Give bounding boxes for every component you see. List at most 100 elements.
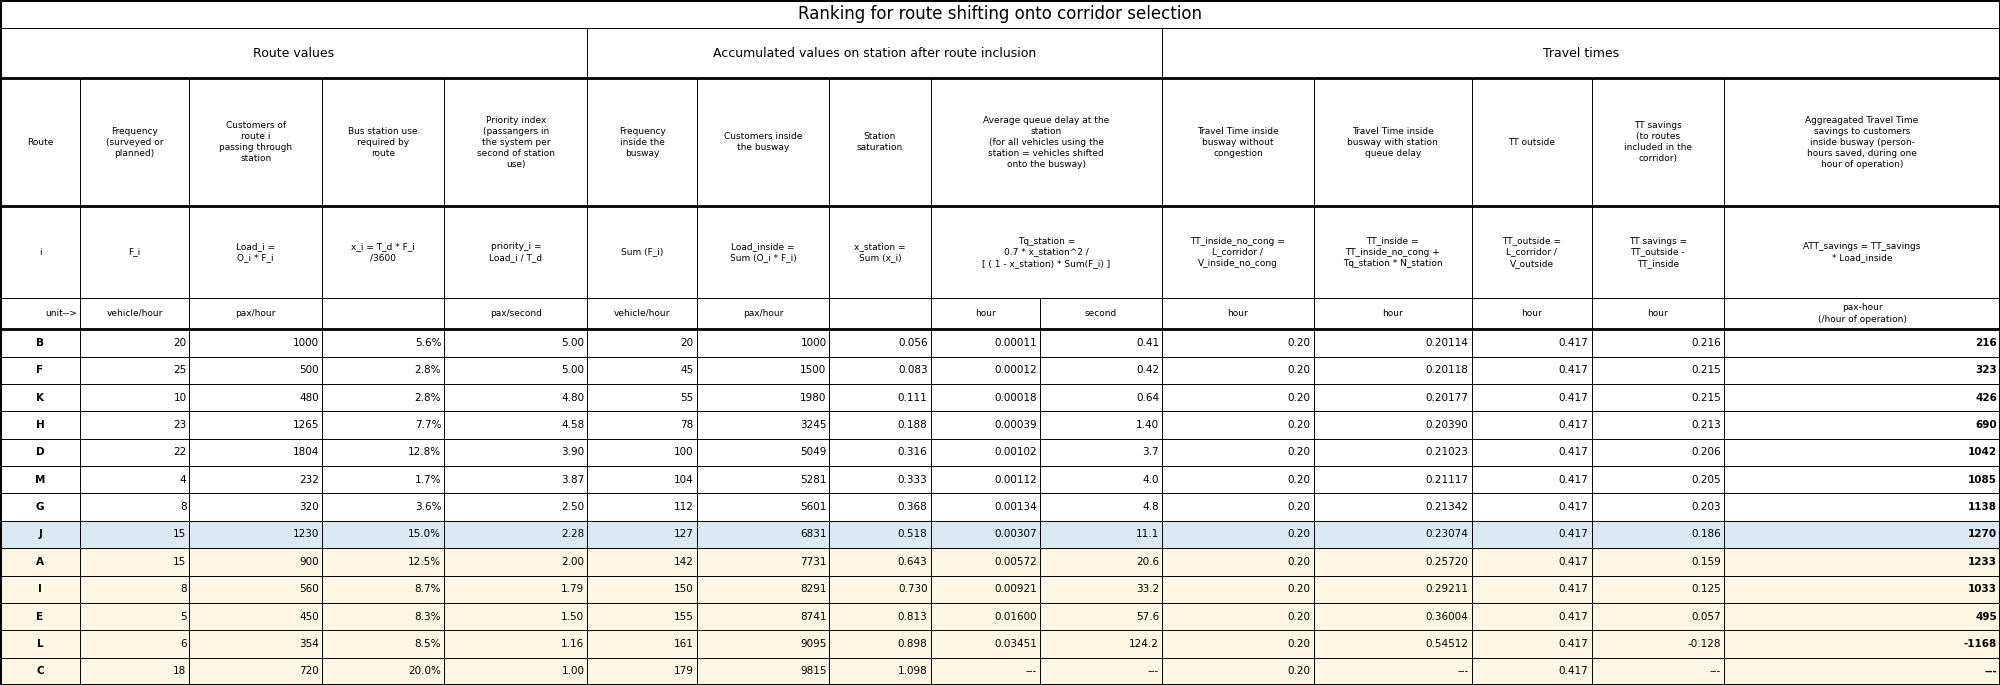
Bar <box>830 438 930 466</box>
Text: 0.21023: 0.21023 <box>1426 447 1468 458</box>
Bar <box>696 329 830 357</box>
Bar <box>0 658 80 685</box>
Text: 0.00018: 0.00018 <box>994 393 1036 403</box>
Text: 0.29211: 0.29211 <box>1426 584 1468 594</box>
Bar <box>1314 630 1472 658</box>
Bar <box>1472 411 1592 438</box>
Text: 0.20: 0.20 <box>1288 365 1310 375</box>
Bar <box>190 575 322 603</box>
Bar <box>830 384 930 411</box>
Bar <box>696 575 830 603</box>
Text: 5.6%: 5.6% <box>414 338 442 348</box>
Bar <box>830 329 930 357</box>
Text: F: F <box>36 365 44 375</box>
Text: TT_inside =
TT_inside_no_cong +
Tq_station * N_station: TT_inside = TT_inside_no_cong + Tq_stati… <box>1342 236 1442 268</box>
Bar <box>190 78 322 206</box>
Text: 1804: 1804 <box>292 447 320 458</box>
Text: 0.00102: 0.00102 <box>994 447 1036 458</box>
Bar <box>1040 357 1162 384</box>
Text: 0.417: 0.417 <box>1558 502 1588 512</box>
Text: 0.20: 0.20 <box>1288 475 1310 485</box>
Text: 0.417: 0.417 <box>1558 584 1588 594</box>
Bar <box>1724 521 2000 548</box>
Text: 4.8: 4.8 <box>1142 502 1160 512</box>
Bar <box>190 329 322 357</box>
Bar <box>322 438 444 466</box>
Text: 1.00: 1.00 <box>562 667 584 676</box>
Text: hour: hour <box>1648 309 1668 318</box>
Text: hour: hour <box>974 309 996 318</box>
Text: ---: --- <box>1148 667 1160 676</box>
Text: 0.417: 0.417 <box>1558 667 1588 676</box>
Text: G: G <box>36 502 44 512</box>
Bar <box>1472 298 1592 329</box>
Text: second: second <box>1084 309 1118 318</box>
Bar <box>696 357 830 384</box>
Bar <box>696 630 830 658</box>
Text: 1270: 1270 <box>1968 530 1996 540</box>
Bar <box>322 78 444 206</box>
Bar <box>0 603 80 630</box>
Bar <box>930 78 1162 206</box>
Bar <box>930 384 1040 411</box>
Text: 20.0%: 20.0% <box>408 667 442 676</box>
Bar <box>588 206 696 298</box>
Bar <box>190 411 322 438</box>
Text: 0.20: 0.20 <box>1288 420 1310 430</box>
Text: 0.00307: 0.00307 <box>994 530 1036 540</box>
Bar <box>444 603 588 630</box>
Bar <box>1314 466 1472 493</box>
Bar <box>830 78 930 206</box>
Text: 124.2: 124.2 <box>1130 639 1160 649</box>
Bar <box>1724 298 2000 329</box>
Bar <box>322 658 444 685</box>
Bar <box>1314 329 1472 357</box>
Text: 0.21117: 0.21117 <box>1426 475 1468 485</box>
Bar <box>1472 521 1592 548</box>
Bar <box>1592 78 1724 206</box>
Bar <box>1724 548 2000 575</box>
Bar <box>1472 357 1592 384</box>
Bar <box>1472 329 1592 357</box>
Text: TT savings
(to routes
included in the
corridor): TT savings (to routes included in the co… <box>1624 121 1692 164</box>
Bar <box>0 78 80 206</box>
Text: 8741: 8741 <box>800 612 826 621</box>
Bar <box>0 438 80 466</box>
Bar <box>1592 298 1724 329</box>
Text: 0.417: 0.417 <box>1558 365 1588 375</box>
Text: x_station =
Sum (x_i): x_station = Sum (x_i) <box>854 242 906 262</box>
Bar <box>1040 438 1162 466</box>
Text: 0.20: 0.20 <box>1288 557 1310 567</box>
Bar <box>930 548 1040 575</box>
Text: hour: hour <box>1522 309 1542 318</box>
Text: 5: 5 <box>180 612 186 621</box>
Bar <box>0 0 2000 28</box>
Bar <box>1472 575 1592 603</box>
Bar <box>1472 466 1592 493</box>
Text: 1000: 1000 <box>292 338 320 348</box>
Bar <box>1472 384 1592 411</box>
Bar <box>0 206 80 298</box>
Bar <box>444 438 588 466</box>
Text: Travel times: Travel times <box>1542 47 1620 60</box>
Bar <box>1472 78 1592 206</box>
Text: i: i <box>38 247 42 257</box>
Text: D: D <box>36 447 44 458</box>
Bar <box>1162 411 1314 438</box>
Bar <box>930 329 1040 357</box>
Bar <box>1592 603 1724 630</box>
Text: 45: 45 <box>680 365 694 375</box>
Text: 0.188: 0.188 <box>898 420 928 430</box>
Bar <box>1314 521 1472 548</box>
Bar <box>190 493 322 521</box>
Bar <box>80 298 190 329</box>
Bar <box>0 493 80 521</box>
Bar <box>1314 438 1472 466</box>
Text: 3245: 3245 <box>800 420 826 430</box>
Bar <box>1314 575 1472 603</box>
Text: 0.20177: 0.20177 <box>1426 393 1468 403</box>
Bar <box>190 521 322 548</box>
Bar <box>830 493 930 521</box>
Text: 0.186: 0.186 <box>1692 530 1722 540</box>
Text: 0.216: 0.216 <box>1692 338 1722 348</box>
